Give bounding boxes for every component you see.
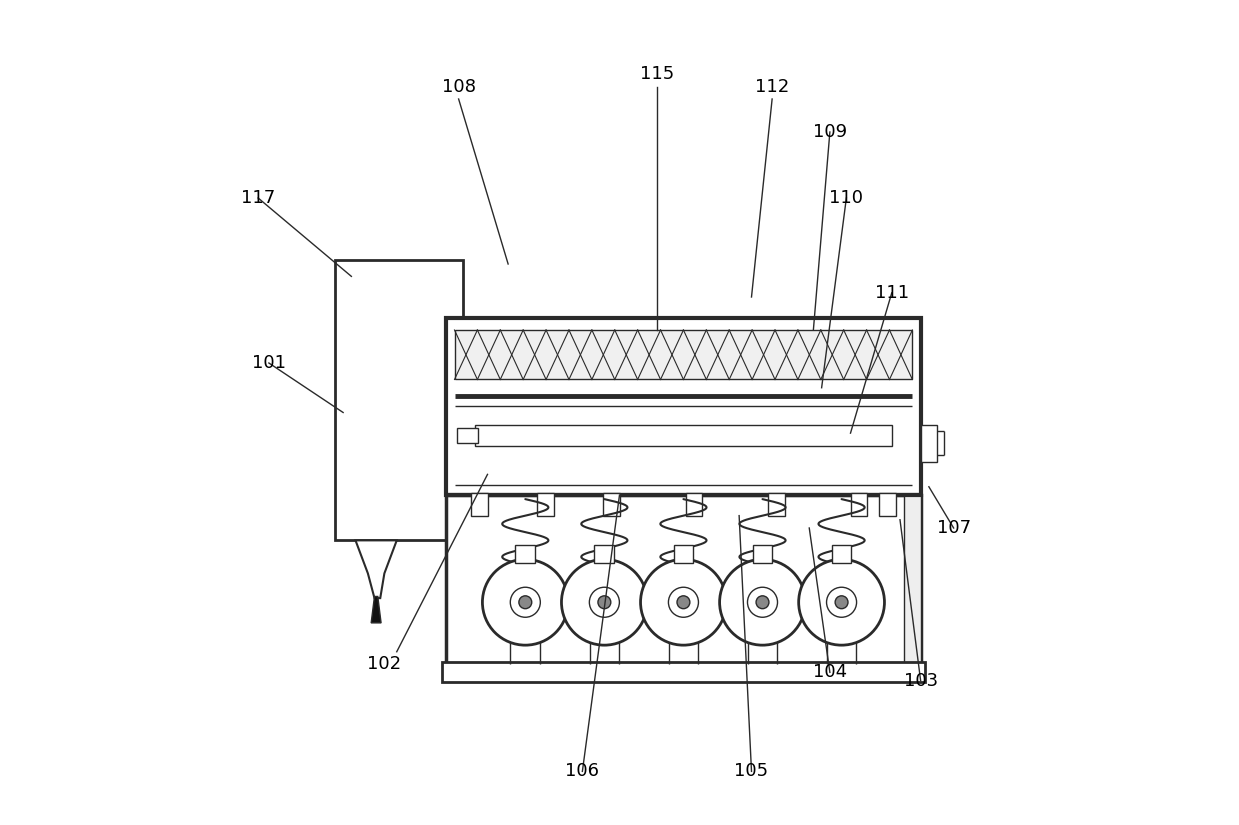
Circle shape [598, 596, 611, 609]
Bar [768, 493, 784, 516]
Circle shape [799, 559, 885, 645]
Text: 106: 106 [565, 762, 600, 780]
Bar [446, 318, 921, 495]
Bar [335, 260, 462, 540]
Circle shape [641, 559, 726, 645]
Text: 104: 104 [813, 663, 847, 681]
Bar [475, 425, 892, 446]
Text: 115: 115 [639, 65, 674, 83]
Bar [685, 493, 703, 516]
Text: 108: 108 [441, 78, 476, 96]
Text: 102: 102 [367, 655, 401, 673]
Text: 111: 111 [875, 284, 909, 302]
Text: 105: 105 [735, 762, 768, 780]
Bar [674, 545, 694, 563]
Bar [515, 545, 535, 563]
Circle shape [835, 596, 847, 609]
Circle shape [482, 559, 569, 645]
Bar [831, 545, 851, 563]
Circle shape [720, 559, 805, 645]
Circle shape [519, 596, 532, 609]
Text: 109: 109 [813, 123, 847, 141]
Text: 117: 117 [242, 189, 275, 207]
Bar [442, 662, 924, 682]
Bar [536, 493, 554, 516]
Text: 103: 103 [903, 672, 938, 690]
Circle shape [561, 559, 647, 645]
Bar [603, 493, 620, 516]
Bar [921, 425, 937, 462]
Bar [752, 545, 772, 563]
Text: 110: 110 [829, 189, 864, 207]
Polygon shape [356, 540, 396, 598]
Bar [457, 428, 477, 443]
Bar [880, 493, 896, 516]
Bar [446, 495, 921, 664]
Text: 107: 107 [937, 519, 970, 537]
Bar [850, 493, 867, 516]
Bar [471, 493, 487, 516]
Bar [904, 495, 921, 664]
Bar [455, 330, 912, 380]
Circle shape [676, 596, 690, 609]
Bar [595, 545, 615, 563]
Polygon shape [372, 596, 382, 623]
Circle shape [756, 596, 769, 609]
Text: 112: 112 [755, 78, 789, 96]
Text: 101: 101 [252, 354, 286, 372]
